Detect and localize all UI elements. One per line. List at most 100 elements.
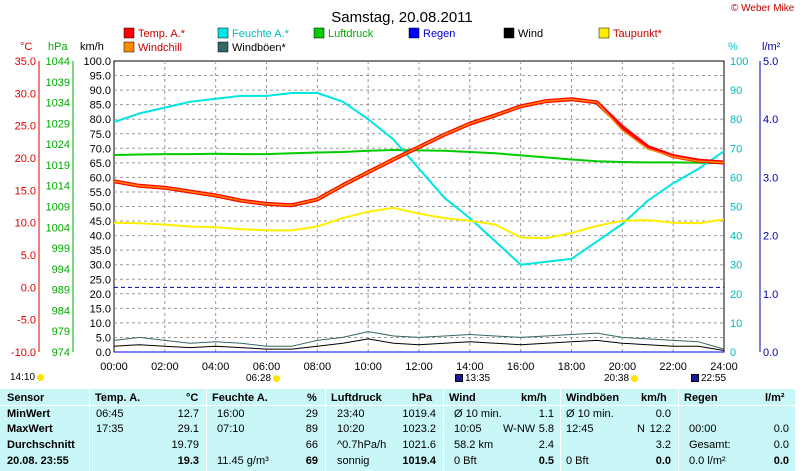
table-cell-rain-val: 0.0 <box>773 423 789 435</box>
table-cell-hum-val: 69 <box>305 455 318 467</box>
legend-label: Wind <box>518 28 543 40</box>
header-temp: Temp. A. <box>95 392 141 404</box>
legend-label: Temp. A.* <box>138 28 186 40</box>
pressure-tick-label: 1014 <box>46 181 70 193</box>
table-cell-rain-val: 0.0 <box>773 455 789 467</box>
table-cell-wind-val: 2.4 <box>538 439 554 451</box>
axis-unit-wind: km/h <box>80 41 104 53</box>
rain-tick-label: 0.0 <box>763 347 778 359</box>
wind-tick-label: 5.0 <box>96 332 111 344</box>
table-cell-gust-val: 3.2 <box>655 439 671 451</box>
table-cell-wind-val: 1.1 <box>538 408 554 420</box>
table-cell-gust-b: N <box>637 423 645 435</box>
pressure-tick-label: 1009 <box>46 202 70 214</box>
sunset-label: 20:38 <box>604 373 639 384</box>
table-cell-wind-val: 0.5 <box>538 455 554 467</box>
time-tick-label: 24:00 <box>710 361 738 373</box>
table-cell-gust-val: 12.2 <box>649 423 671 435</box>
wind-tick-label: 70.0 <box>90 143 111 155</box>
header-gust-unit: km/h <box>641 392 667 404</box>
moonrise-label-1: 13:35 <box>455 373 490 384</box>
axis-unit-rain: l/m² <box>762 41 781 53</box>
wind-tick-label: 20.0 <box>90 289 111 301</box>
temp-tick-label: 35.0 <box>15 56 36 68</box>
pressure-tick-label: 999 <box>52 243 70 255</box>
time-tick-label: 16:00 <box>507 361 535 373</box>
time-tick-label: 22:00 <box>659 361 687 373</box>
humidity-tick-label: 70 <box>730 143 742 155</box>
table-cell-rain-a: 00:00 <box>689 423 717 435</box>
humidity-tick-label: 10 <box>730 318 742 330</box>
table-col-divider <box>206 389 207 471</box>
table-cell-gust-val: 0.0 <box>655 455 671 467</box>
legend-swatch <box>123 41 135 53</box>
legend-label: Windchill <box>138 42 182 54</box>
time-tick-label: 06:00 <box>253 361 281 373</box>
table-cell-wind-a: 10:05 <box>454 423 482 435</box>
table-cell-temp-val: 12.7 <box>177 408 199 420</box>
sunrise-label: 06:28 <box>246 373 281 384</box>
table-cell-press-time: sonnig <box>337 455 370 467</box>
credit-label: © Weber Mike <box>731 3 795 14</box>
pressure-tick-label: 979 <box>52 326 70 338</box>
time-tick-label: 12:00 <box>405 361 433 373</box>
wind-tick-label: 60.0 <box>90 172 111 184</box>
pressure-tick-label: 1039 <box>46 77 70 89</box>
time-tick-label: 08:00 <box>304 361 332 373</box>
wind-tick-label: 100.0 <box>83 56 111 68</box>
moonrise-label-2: 22:55 <box>691 373 726 384</box>
weather-chart: Samstag, 20.08.2011 Temp. A.* Feuchte A.*… <box>11 9 781 373</box>
wind-tick-label: 75.0 <box>90 129 111 141</box>
temp-tick-label: 10.0 <box>15 218 36 230</box>
time-tick-label: 04:00 <box>202 361 230 373</box>
humidity-tick-label: 30 <box>730 260 742 272</box>
table-cell-gust-a: 12:45 <box>566 423 594 435</box>
wind-tick-label: 10.0 <box>90 318 111 330</box>
header-wind-unit: km/h <box>521 392 547 404</box>
pressure-tick-label: 1034 <box>46 98 70 110</box>
pressure-tick-label: 1029 <box>46 118 70 130</box>
table-cell-temp-time: 06:45 <box>96 408 124 420</box>
header-humidity: Feuchte A. <box>212 392 268 404</box>
table-cell-temp-val: 29.1 <box>177 423 199 435</box>
wind-tick-label: 35.0 <box>90 245 111 257</box>
table-col-divider <box>443 389 444 471</box>
time-tick-label: 00:00 <box>100 361 128 373</box>
legend-swatch <box>217 41 229 53</box>
table-cell-wind-a: Ø 10 min. <box>454 408 502 420</box>
table-cell-press-val: 1021.6 <box>402 439 436 451</box>
temp-tick-label: 30.0 <box>15 88 36 100</box>
table-cell-temp-val: 19.3 <box>177 455 199 467</box>
header-rain: Regen <box>684 392 718 404</box>
series-line-wind <box>113 338 725 351</box>
humidity-tick-label: 0 <box>730 347 736 359</box>
humidity-tick-label: 40 <box>730 231 742 243</box>
table-cell-press-val: 1019.4 <box>402 408 436 420</box>
pressure-tick-label: 989 <box>52 285 70 297</box>
temp-tick-label: 5.0 <box>21 250 36 262</box>
legend-label: Windböen* <box>232 42 287 54</box>
table-col-divider <box>678 389 679 471</box>
humidity-tick-label: 90 <box>730 85 742 97</box>
humidity-tick-label: 20 <box>730 289 742 301</box>
table-cell-hum-val: 89 <box>305 423 318 435</box>
chart-title: Samstag, 20.08.2011 <box>331 9 473 26</box>
table-cell-rain-a: 0.0 l/m² <box>689 455 726 467</box>
table-cell-hum-time: 16:00 <box>217 408 245 420</box>
table-cell-gust-a: 0 Bft <box>566 455 589 467</box>
header-pressure: Luftdruck <box>331 392 382 404</box>
header-wind: Wind <box>449 392 476 404</box>
series-line-luftdruck <box>113 149 725 165</box>
header-pressure-unit: hPa <box>412 392 433 404</box>
table-cell-press-time: 10:20 <box>337 423 365 435</box>
wind-tick-label: 50.0 <box>90 202 111 214</box>
wind-tick-label: 55.0 <box>90 187 111 199</box>
pressure-tick-label: 1004 <box>46 222 70 234</box>
table-col-divider <box>89 389 90 471</box>
chart-legend: Temp. A.* Feuchte A.* Luftdruck Regen Wind Ta… <box>123 27 663 54</box>
chart-grid <box>114 61 724 352</box>
humidity-tick-label: 80 <box>730 114 742 126</box>
time-tick-label: 18:00 <box>558 361 586 373</box>
time-tick-label: 20:00 <box>609 361 637 373</box>
table-cell-hum-val: 29 <box>305 408 318 420</box>
